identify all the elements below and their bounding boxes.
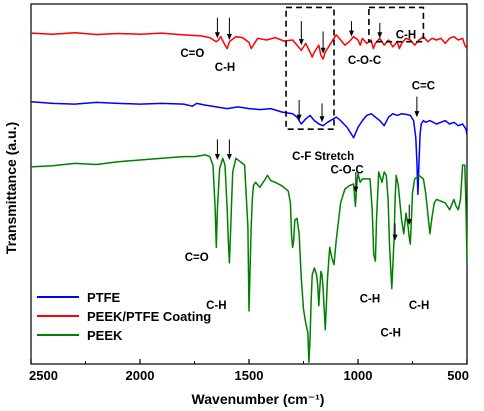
peak-annotation: C-H: [206, 300, 226, 312]
peak-annotation: C-H: [215, 62, 235, 74]
legend: PTFE PEEK/PTFE Coating PEEK: [37, 290, 211, 343]
annotation-labels: C=O C-H C-O-C C-H C-F Stretch C=C C-O-C C=O C-H C…: [180, 29, 435, 339]
annotation-arrows: [214, 17, 420, 241]
x-axis-title: Wavenumber (cm⁻¹): [192, 391, 325, 407]
series-line-peek: [30, 154, 468, 364]
arrow-head: [296, 114, 302, 121]
arrow-head: [353, 186, 359, 193]
series-layer: [30, 32, 468, 364]
peak-annotation: C-O-C: [348, 55, 381, 67]
x-tick-label: 2000: [126, 368, 155, 383]
arrow-head: [226, 34, 232, 40]
peak-annotation: C=O: [185, 252, 209, 264]
series-line-peek-ptfe-coating: [30, 32, 468, 60]
highlight-box: [285, 6, 335, 130]
peak-annotation: C=C: [412, 81, 435, 93]
series-line-ptfe: [30, 100, 468, 196]
annotation-boxes: [285, 6, 425, 130]
y-axis-title: Transmittance (a.u.): [3, 122, 19, 254]
legend-label: PEEK/PTFE Coating: [87, 309, 211, 324]
peak-annotation: C-F Stretch: [292, 151, 354, 163]
peak-annotation: C-O-C: [330, 165, 363, 177]
arrow-head: [406, 219, 412, 226]
arrow-head: [348, 30, 354, 37]
arrow-head: [214, 32, 220, 39]
arrow-head: [414, 111, 420, 118]
x-tick-label: 1500: [235, 368, 264, 383]
highlight-box: [368, 6, 425, 43]
arrow-head: [298, 39, 304, 46]
peak-annotation: C-H: [380, 328, 400, 340]
arrow-head: [377, 32, 383, 39]
arrow-head: [226, 154, 232, 160]
arrow-head: [214, 154, 220, 160]
peak-annotation: C-H: [360, 293, 380, 305]
peak-annotation: C-H: [409, 300, 429, 312]
arrow-head: [320, 47, 326, 54]
arrow-head: [392, 234, 398, 241]
x-tick-label: 2500: [29, 368, 58, 383]
peak-annotation: C-H: [396, 29, 416, 41]
x-axis: 2500 2000 1500 1000 500: [29, 359, 469, 383]
peak-annotation: C=O: [180, 48, 204, 60]
arrow-head: [319, 116, 325, 123]
legend-label: PTFE: [87, 290, 121, 305]
legend-label: PEEK: [87, 328, 123, 343]
x-tick-label: 500: [447, 368, 469, 383]
x-tick-label: 1000: [344, 368, 373, 383]
